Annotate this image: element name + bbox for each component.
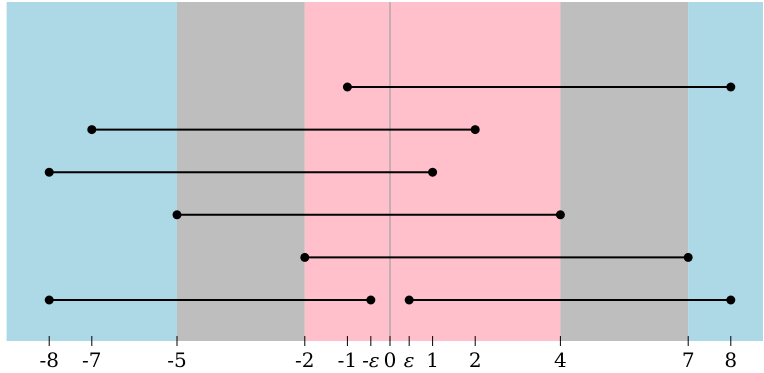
interval-5 xyxy=(44,295,376,305)
interval-start-point xyxy=(342,82,352,92)
interval-end-point xyxy=(428,167,438,177)
interval-end-point xyxy=(470,125,480,135)
tick-label: -7 xyxy=(82,348,101,372)
interval-4 xyxy=(300,252,693,262)
tick-label: 1 xyxy=(426,348,439,372)
interval-end-point xyxy=(366,295,376,305)
band-4 xyxy=(688,2,763,341)
interval-start-point xyxy=(44,295,54,305)
tick-label: -2 xyxy=(295,348,314,372)
interval-end-point xyxy=(683,252,693,262)
interval-start-point xyxy=(87,125,97,135)
tick-label: -8 xyxy=(39,348,58,372)
interval-start-point xyxy=(404,295,414,305)
tick-label: -1 xyxy=(338,348,357,372)
tick-label: -5 xyxy=(167,348,186,372)
interval-3 xyxy=(172,210,565,220)
interval-end-point xyxy=(726,82,736,92)
tick-label: -ε xyxy=(362,348,380,372)
interval-1 xyxy=(87,125,480,135)
interval-segments xyxy=(44,82,736,305)
tick-label: ε xyxy=(404,348,415,372)
interval-start-point xyxy=(44,167,54,177)
tick-label: 7 xyxy=(682,348,695,372)
tick-label: 2 xyxy=(469,348,482,372)
interval-start-point xyxy=(172,210,182,220)
interval-start-point xyxy=(300,252,310,262)
interval-6 xyxy=(404,295,736,305)
tick-label: 4 xyxy=(554,348,567,372)
interval-0 xyxy=(342,82,736,92)
interval-2 xyxy=(44,167,438,177)
band-3 xyxy=(560,2,689,341)
interval-end-point xyxy=(726,295,736,305)
tick-label: 0 xyxy=(384,348,397,372)
interval-end-point xyxy=(555,210,565,220)
tick-label: 8 xyxy=(724,348,737,372)
x-axis-ticks: -8 -7 -5 -2 -1 -ε 0 ε 1 2 4 7 8 xyxy=(39,336,737,372)
